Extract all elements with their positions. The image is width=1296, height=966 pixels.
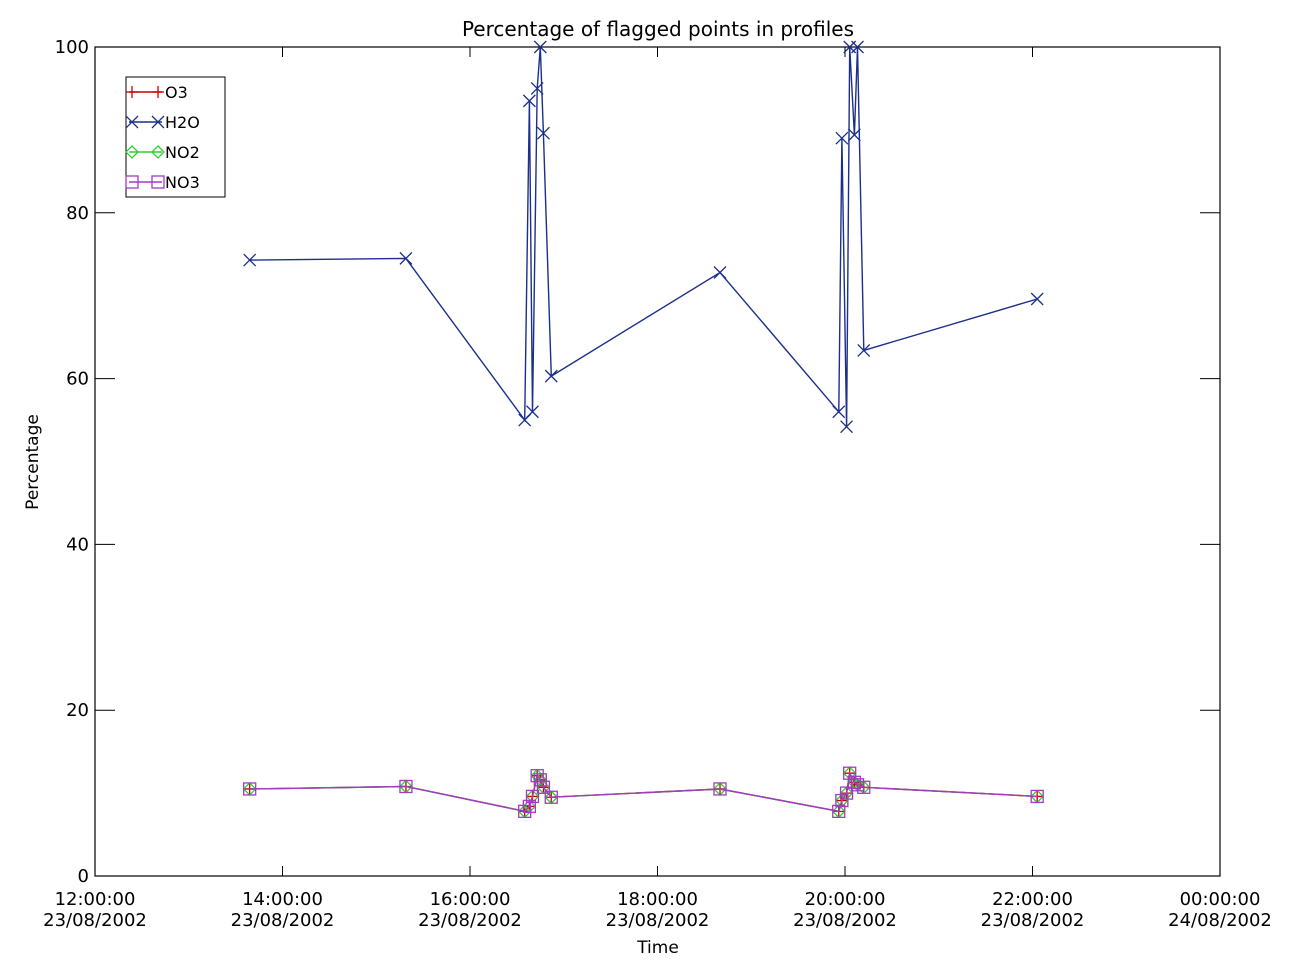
data-point-no3 [522,799,537,814]
data-point-no3 [399,779,413,794]
x-tick-label-time: 22:00:00 [992,889,1073,910]
data-point-h2o [1030,292,1044,306]
x-axis-label: Time [636,938,679,958]
legend-marker-o3 [152,86,164,98]
x-tick-label-date: 23/08/2002 [981,910,1085,931]
y-tick-label: 60 [66,369,89,390]
legend-marker-h2o [151,115,165,129]
data-point-h2o [847,128,861,142]
x-tick-label-date: 23/08/2002 [231,910,335,931]
data-point-h2o [522,94,536,108]
legend-marker-no2 [151,145,165,159]
legend-marker-h2o [125,115,139,129]
x-axis-ticks: 12:00:0023/08/200214:00:0023/08/200216:0… [43,47,1272,931]
x-tick-label-date: 23/08/2002 [43,910,147,931]
data-point-no3 [525,789,540,804]
data-point-no3 [243,782,257,796]
y-axis-ticks: 0 20 40 60 80 100 [55,37,1220,887]
data-point-no3 [544,790,558,804]
y-tick-label: 40 [66,534,89,555]
x-tick-label-time: 20:00:00 [805,889,886,910]
y-tick-label: 80 [66,203,89,224]
data-point-h2o [526,405,539,419]
data-point-no3 [533,773,547,787]
y-axis-label: Percentage [23,414,43,510]
data-point-h2o [832,405,846,419]
legend-marker-no2 [125,145,139,159]
legend-marker-no3 [125,175,139,189]
series-no3 [243,766,1044,818]
data-point-no3 [839,786,854,800]
legend-item-h2o: H2O [125,113,200,132]
y-tick-label: 0 [78,866,89,887]
x-tick-label-time: 14:00:00 [242,889,323,910]
data-point-no3 [835,793,849,808]
data-point-h2o [713,266,727,279]
legend-marker-no3 [151,175,165,189]
legend-label-no2: NO2 [165,143,200,162]
x-tick-label-date: 24/08/2002 [1168,910,1272,931]
data-point-no3 [843,766,857,780]
y-tick-label: 100 [55,37,89,58]
legend-item-o3: O3 [126,83,188,102]
chart-title: Percentage of flagged points in profiles [462,17,854,41]
legend: O3 H2O NO2 NO3 [125,76,226,198]
legend-label-no3: NO3 [165,173,200,192]
x-tick-label-time: 16:00:00 [430,889,511,910]
series-line-h2o [249,46,1038,427]
data-point-h2o [530,81,544,95]
data-point-h2o [835,131,849,145]
data-point-h2o [851,40,864,54]
data-point-h2o [840,420,854,434]
data-point-h2o [544,369,558,383]
x-tick-label-time: 18:00:00 [617,889,698,910]
legend-item-no2: NO2 [125,143,200,162]
series-line-no3 [249,770,1038,813]
y-tick-label: 20 [66,700,89,721]
series-layer [242,40,1045,819]
data-point-no3 [1030,789,1044,804]
x-tick-label-time: 00:00:00 [1180,889,1261,910]
x-tick-label-date: 23/08/2002 [793,910,897,931]
x-tick-label-time: 12:00:00 [55,889,136,910]
data-point-no3 [713,782,727,796]
data-point-h2o [857,343,871,357]
series-h2o [243,40,1044,434]
data-point-h2o [536,126,550,140]
data-point-no3 [536,780,551,794]
x-tick-label-date: 23/08/2002 [606,910,710,931]
data-point-no3 [832,804,846,818]
legend-item-no3: NO3 [125,173,200,192]
data-point-no3 [857,780,871,794]
data-point-h2o [243,253,257,267]
x-tick-label-date: 23/08/2002 [418,910,522,931]
legend-marker-o3 [126,86,138,98]
data-point-h2o [533,40,547,54]
legend-box [125,76,226,198]
data-point-no3 [847,775,862,789]
data-point-h2o [399,251,413,265]
legend-label-h2o: H2O [165,113,200,132]
data-point-no3 [518,804,532,818]
legend-label-o3: O3 [165,83,188,102]
